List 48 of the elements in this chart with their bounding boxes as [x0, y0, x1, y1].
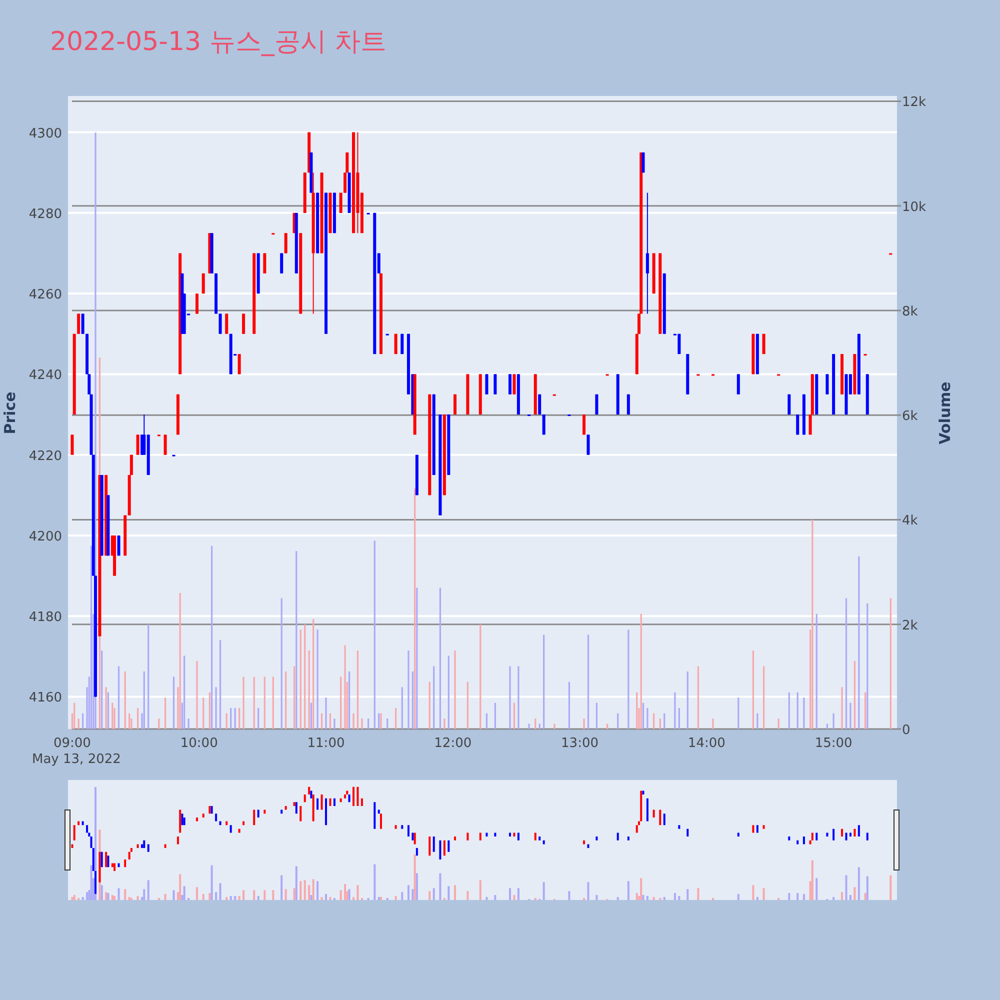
y-tick-label: 4260: [28, 288, 62, 303]
candlestick: [238, 354, 241, 375]
x-tick-label: 14:00: [688, 736, 726, 751]
chart-title: 2022-05-13 뉴스_공시 차트: [50, 27, 387, 57]
y2-tick-label: 2k: [902, 618, 918, 634]
candlestick: [542, 414, 546, 436]
candlestick: [586, 434, 590, 456]
candlestick: [70, 434, 74, 456]
x-tick-label: 11:00: [307, 736, 345, 751]
candlestick: [494, 374, 497, 395]
candlestick: [284, 232, 288, 254]
candlestick: [512, 374, 516, 395]
y-tick-label: 4160: [28, 690, 62, 706]
y-tick-label: 4300: [28, 126, 62, 142]
candlestick: [218, 313, 222, 334]
candlestick: [136, 434, 140, 456]
y-tick-label: 4240: [28, 368, 62, 384]
x-tick-label: 12:00: [434, 736, 472, 751]
candlestick: [164, 434, 167, 456]
candlestick: [242, 313, 246, 334]
y2-tick-label: 0: [902, 723, 910, 738]
y2-tick-label: 10k: [902, 200, 927, 215]
y2-tick-label: 12k: [902, 95, 927, 110]
x-tick-label: 09:00: [53, 736, 91, 751]
y-axis-title: Price: [1, 392, 19, 434]
y-tick-label: 4220: [28, 448, 62, 464]
candlestick: [225, 313, 228, 334]
candlestick: [485, 374, 488, 395]
candlestick: [826, 374, 829, 395]
y2-axis-title: Volume: [936, 382, 954, 444]
y-tick-label: 4180: [28, 610, 62, 626]
x-tick-label: 13:00: [561, 736, 599, 751]
candlestick: [263, 252, 266, 274]
candlestick: [81, 313, 84, 334]
y2-tick-label: 4k: [902, 514, 918, 529]
y2-tick-label: 8k: [902, 304, 918, 320]
candlestick: [796, 414, 800, 436]
candlestick: [77, 313, 80, 334]
candlestick: [280, 252, 284, 274]
y-tick-label: 4200: [28, 529, 62, 544]
text: May 13, 2022: [32, 752, 121, 767]
y-tick-label: 4280: [28, 206, 62, 222]
candlestick: [646, 192, 649, 314]
x-tick-label: 10:00: [180, 736, 218, 751]
y2-tick-label: 6k: [902, 409, 918, 424]
candlestick: [339, 192, 342, 214]
x-tick-label: 15:00: [814, 736, 852, 751]
candlestick: [736, 374, 740, 395]
